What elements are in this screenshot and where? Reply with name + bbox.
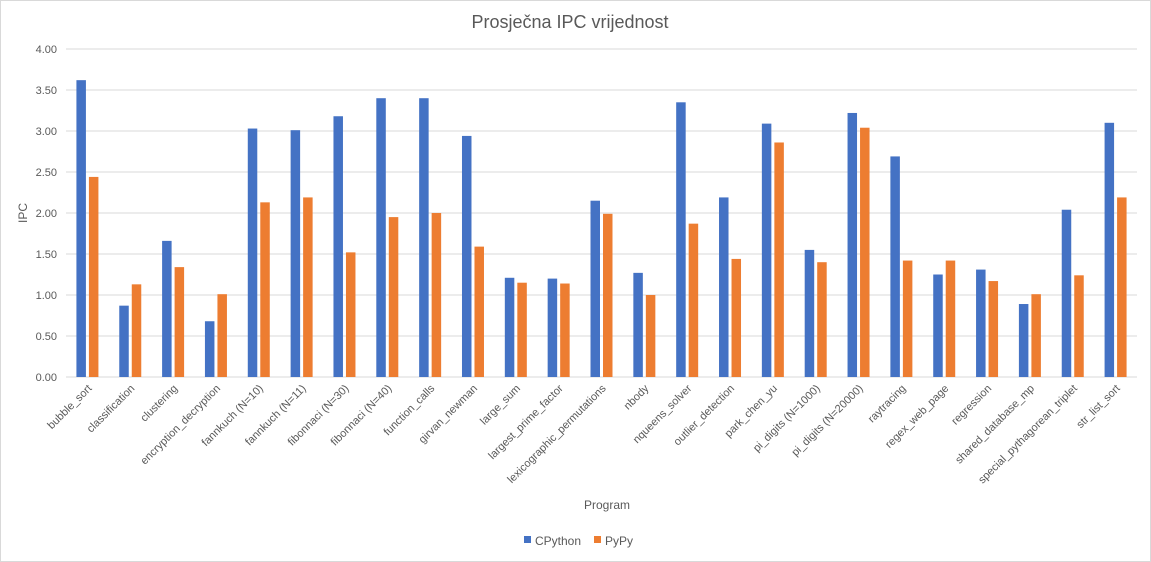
y-tick-label: 2.50 [36, 167, 57, 179]
gridlines [66, 48, 1137, 378]
bar-pypy-8 [431, 213, 442, 377]
bar-pypy-23 [1074, 275, 1084, 377]
x-tick-label: large_sum [478, 383, 523, 428]
y-axis-title: IPC [16, 203, 30, 223]
bar-cpython-17 [804, 249, 815, 377]
bar-pypy-20 [945, 260, 956, 377]
bar-pypy-22 [1031, 294, 1041, 377]
bar-pypy-2 [174, 267, 185, 377]
legend-label-cpython: CPython [535, 534, 581, 548]
x-tick-label: encryption_decryption [138, 383, 223, 468]
x-tick-label: raytracing [866, 383, 909, 426]
bar-pypy-9 [474, 246, 484, 377]
bar-pypy-24 [1117, 197, 1127, 377]
bar-pypy-13 [645, 295, 656, 377]
bar-pypy-4 [260, 202, 270, 377]
legend: CPython PyPy [524, 534, 633, 548]
bar-cpython-1 [119, 305, 129, 377]
bar-cpython-7 [376, 98, 386, 377]
y-tick-label: 0.00 [36, 372, 57, 384]
bar-cpython-16 [761, 123, 772, 378]
bar-cpython-18 [847, 112, 858, 378]
y-tick-label: 0.50 [36, 331, 57, 343]
bar-cpython-24 [1104, 122, 1115, 377]
y-tick-label: 3.00 [36, 126, 57, 138]
bar-cpython-6 [333, 116, 343, 378]
bar-cpython-22 [1018, 304, 1029, 377]
bar-pypy-12 [603, 213, 613, 377]
bar-pypy-14 [688, 223, 699, 377]
bar-pypy-16 [774, 142, 784, 377]
y-tick-label: 2.00 [36, 208, 57, 220]
bar-pypy-11 [560, 283, 570, 377]
y-tick-label: 1.50 [36, 249, 57, 261]
bar-pypy-7 [388, 217, 399, 377]
chart-title: Prosječna IPC vrijednost [471, 12, 668, 32]
bar-cpython-5 [290, 130, 301, 377]
x-axis-title: Program [584, 498, 630, 512]
x-tick-label: regression [949, 383, 994, 428]
bar-cpython-11 [547, 278, 558, 377]
x-tick-label: nbody [622, 382, 652, 412]
x-tick-label: largest_prime_factor [486, 382, 566, 462]
x-tick-label: shared_database_mp [953, 383, 1037, 467]
bars [76, 80, 1127, 378]
bar-cpython-20 [933, 274, 943, 377]
bar-pypy-21 [988, 281, 999, 377]
bar-cpython-8 [419, 98, 429, 377]
bar-cpython-2 [162, 240, 172, 377]
bar-pypy-15 [731, 258, 742, 377]
bar-pypy-0 [88, 176, 99, 377]
x-tick-label: str_list_sort [1074, 383, 1122, 431]
bar-cpython-14 [676, 102, 686, 378]
bar-pypy-3 [217, 294, 227, 377]
y-tick-label: 1.00 [36, 290, 57, 302]
bar-cpython-23 [1061, 209, 1072, 377]
y-tick-label: 4.00 [36, 44, 57, 56]
legend-swatch-pypy [594, 536, 601, 543]
bar-cpython-9 [461, 135, 472, 377]
bar-pypy-6 [345, 252, 356, 377]
bar-cpython-21 [976, 269, 986, 377]
bar-cpython-3 [204, 321, 215, 377]
bar-cpython-15 [719, 197, 729, 377]
bar-cpython-10 [504, 277, 515, 377]
bar-cpython-13 [633, 272, 643, 377]
legend-swatch-cpython [524, 536, 531, 543]
bar-pypy-18 [860, 127, 870, 377]
bar-cpython-19 [890, 156, 900, 377]
legend-label-pypy: PyPy [605, 534, 633, 548]
bar-pypy-10 [517, 282, 527, 377]
y-axis-ticks: 0.00 0.50 1.00 1.50 2.00 2.50 3.00 3.50 4.00 [36, 44, 57, 384]
bar-cpython-12 [590, 200, 600, 377]
bar-pypy-5 [303, 197, 313, 377]
bar-pypy-17 [817, 262, 827, 377]
bar-pypy-19 [902, 260, 913, 377]
bar-cpython-0 [76, 80, 86, 377]
x-tick-label: pi_digits (N=20000) [790, 383, 866, 459]
bar-pypy-1 [131, 284, 142, 377]
bar-cpython-4 [247, 128, 258, 377]
y-tick-label: 3.50 [36, 85, 57, 97]
x-tick-label: clustering [138, 383, 180, 425]
